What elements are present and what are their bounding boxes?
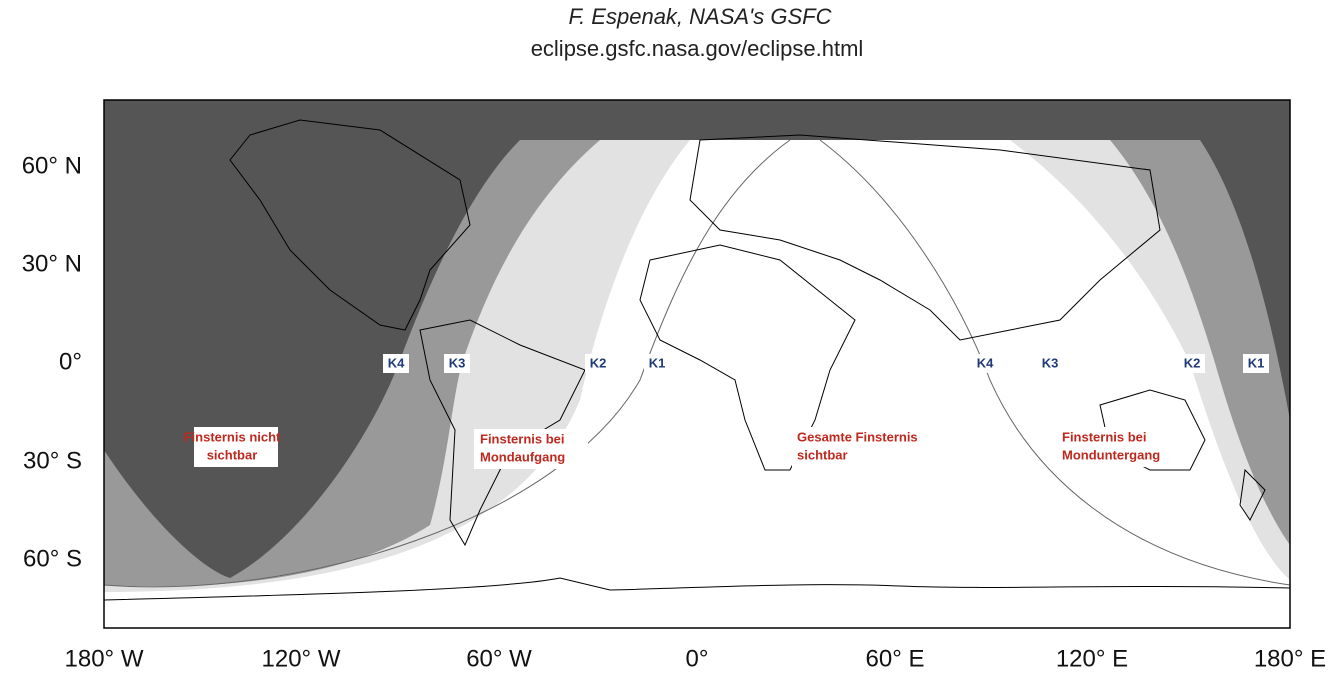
- lat-label: 60° S: [23, 545, 82, 572]
- region-label-box: [474, 429, 588, 469]
- author: F. Espenak, NASA's GSFC: [568, 4, 831, 29]
- contact-label-box: [1179, 354, 1205, 373]
- coastlines: [104, 119, 1290, 601]
- lon-label: 60° E: [866, 645, 925, 672]
- region-label-box: [194, 427, 278, 467]
- lat-label: 60° N: [22, 152, 82, 179]
- map-area: [104, 100, 1290, 628]
- contact-label-box: [444, 354, 470, 373]
- region-label: Gesamte Finsternis: [797, 429, 918, 444]
- region-label: Monduntergang: [1062, 447, 1160, 462]
- lon-label: 120° E: [1056, 645, 1128, 672]
- url: eclipse.gsfc.nasa.gov/eclipse.html: [531, 36, 864, 61]
- contact-label: K2: [1184, 355, 1201, 370]
- contact-curves: [104, 139, 1290, 588]
- lon-label: 120° W: [262, 645, 341, 672]
- region-label: Finsternis bei: [1062, 429, 1147, 444]
- lat-label: 30° S: [23, 447, 82, 474]
- lon-label: 60° W: [466, 645, 532, 672]
- region-label-box: [1056, 427, 1176, 467]
- lat-label: 0°: [59, 348, 82, 375]
- total-zone: [104, 140, 1290, 628]
- map-frame: [103, 99, 1291, 629]
- contact-label-box: [1037, 354, 1063, 373]
- lon-label: 180° W: [65, 645, 144, 672]
- contact-label: K4: [388, 355, 405, 370]
- lat-label: 30° N: [22, 250, 82, 277]
- lon-label: 180° E: [1254, 645, 1326, 672]
- contact-label-box: [644, 354, 670, 373]
- contact-label-box: [972, 354, 998, 373]
- contact-label: K1: [649, 355, 666, 370]
- contact-label: K3: [1042, 355, 1059, 370]
- region-label: Finsternis bei: [480, 431, 565, 446]
- region-label: Finsternis nicht: [184, 429, 281, 444]
- region-label-box: [792, 427, 937, 467]
- contact-label-box: [383, 354, 409, 373]
- region-label: sichtbar: [797, 447, 848, 462]
- contact-label-box: [585, 354, 611, 373]
- region-label: sichtbar: [207, 447, 258, 462]
- contact-label: K1: [1248, 355, 1265, 370]
- region-label: Mondaufgang: [480, 449, 565, 464]
- lon-label: 0°: [686, 645, 709, 672]
- contact-label: K3: [449, 355, 466, 370]
- contact-label: K2: [590, 355, 607, 370]
- contact-label: K4: [977, 355, 994, 370]
- contact-label-box: [1243, 354, 1269, 373]
